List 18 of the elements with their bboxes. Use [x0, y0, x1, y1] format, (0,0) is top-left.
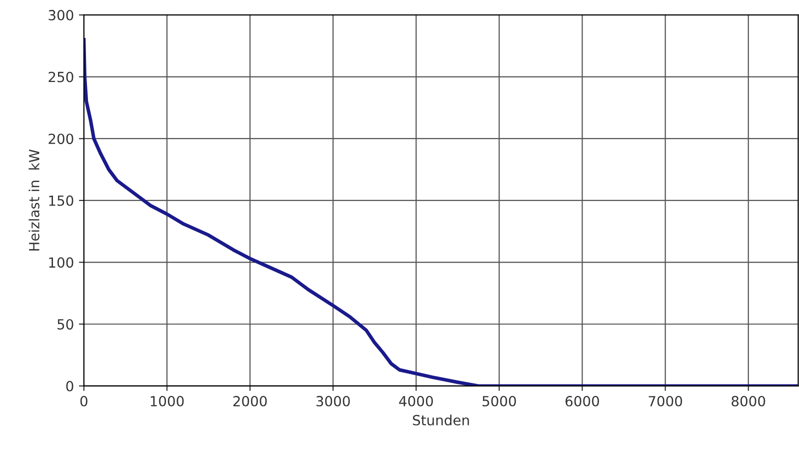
y-axis-title: Heizlast in kW [28, 149, 40, 251]
x-tick-label: 2000 [233, 396, 267, 406]
x-tick-label: 5000 [482, 396, 516, 406]
x-axis-title: Stunden [412, 414, 469, 426]
x-tick-label: 7000 [648, 396, 682, 406]
y-tick-label: 0 [66, 380, 74, 392]
x-tick-label: 4000 [399, 396, 433, 406]
y-tick-label: 300 [48, 10, 74, 20]
x-tick-label: 3000 [316, 396, 350, 406]
y-tick-label: 200 [48, 134, 74, 144]
y-tick-label: 150 [49, 195, 74, 206]
y-tick-label: 50 [58, 319, 74, 330]
x-tick-label: 8000 [732, 396, 766, 406]
x-tick-label: 1000 [150, 396, 184, 406]
x-tick-label: 6000 [566, 396, 599, 406]
y-tick-label: 250 [48, 72, 74, 82]
y-tick-label: 100 [49, 257, 74, 268]
x-tick-label: 0 [80, 396, 88, 406]
